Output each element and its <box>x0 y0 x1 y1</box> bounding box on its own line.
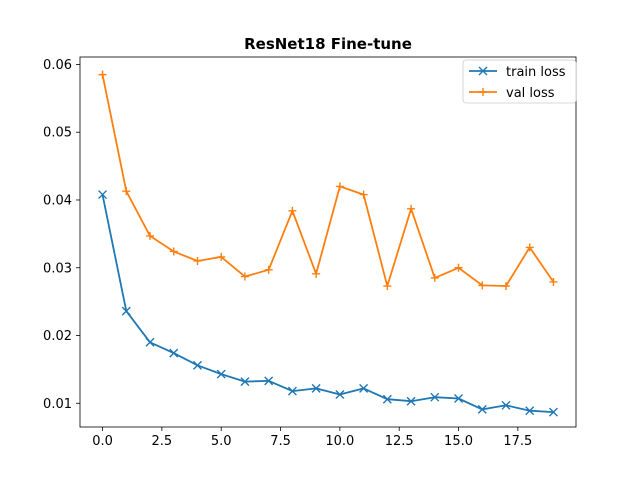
data-point-1 <box>264 265 273 274</box>
data-point-1 <box>98 70 107 79</box>
data-point-1 <box>501 282 510 291</box>
data-point-1 <box>193 256 202 265</box>
data-point-1 <box>146 231 155 240</box>
data-point-0 <box>382 394 392 404</box>
y-tick-label: 0.03 <box>43 261 72 276</box>
data-point-0 <box>145 337 155 347</box>
data-point-1 <box>383 282 392 291</box>
data-point-0 <box>430 392 440 402</box>
y-tick-label: 0.04 <box>43 193 72 208</box>
data-point-0 <box>335 389 345 399</box>
data-point-0 <box>477 404 487 414</box>
data-point-1 <box>454 263 463 272</box>
x-tick-label: 12.5 <box>385 434 414 449</box>
x-tick-label: 15.0 <box>444 434 473 449</box>
data-point-1 <box>169 247 178 256</box>
data-point-0 <box>121 306 131 316</box>
data-point-0 <box>240 377 250 387</box>
data-point-0 <box>311 383 321 393</box>
plot-frame <box>79 56 577 428</box>
data-point-0 <box>406 396 416 406</box>
series-line-1 <box>101 74 555 287</box>
x-tick-label: 0.0 <box>92 434 113 449</box>
x-tick-label: 7.5 <box>270 434 291 449</box>
data-point-0 <box>501 400 511 410</box>
data-point-0 <box>98 190 108 200</box>
y-tick-label: 0.02 <box>43 329 72 344</box>
data-point-0 <box>525 406 535 416</box>
data-point-1 <box>430 273 439 282</box>
legend-label: val loss <box>506 86 555 101</box>
data-point-0 <box>264 376 274 386</box>
legend-label: train loss <box>506 65 566 80</box>
data-point-0 <box>192 360 202 370</box>
x-tick-label: 10.0 <box>325 434 354 449</box>
data-point-1 <box>240 272 249 281</box>
data-point-1 <box>478 281 487 290</box>
data-point-1 <box>217 252 226 261</box>
data-point-0 <box>359 383 369 393</box>
legend-marker-1 <box>479 88 487 96</box>
data-point-1 <box>122 187 131 196</box>
x-tick-label: 2.5 <box>152 434 173 449</box>
data-point-1 <box>288 206 297 215</box>
data-point-0 <box>287 386 297 396</box>
x-tick-label: 17.5 <box>503 434 532 449</box>
data-point-0 <box>454 394 464 404</box>
data-point-1 <box>335 182 344 191</box>
data-point-1 <box>407 204 416 213</box>
y-tick-label: 0.05 <box>43 126 72 141</box>
x-tick-label: 5.0 <box>211 434 232 449</box>
y-tick-label: 0.01 <box>43 397 72 412</box>
data-point-1 <box>549 277 558 286</box>
data-point-0 <box>548 407 558 417</box>
data-point-0 <box>169 348 179 358</box>
data-point-1 <box>525 243 534 252</box>
legend-marker-0 <box>478 66 488 76</box>
data-point-1 <box>312 269 321 278</box>
y-tick-label: 0.06 <box>43 58 72 73</box>
chart-title: ResNet18 Fine-tune <box>244 35 412 53</box>
data-point-0 <box>216 369 226 379</box>
data-point-1 <box>359 190 368 199</box>
series-line-0 <box>101 194 554 413</box>
